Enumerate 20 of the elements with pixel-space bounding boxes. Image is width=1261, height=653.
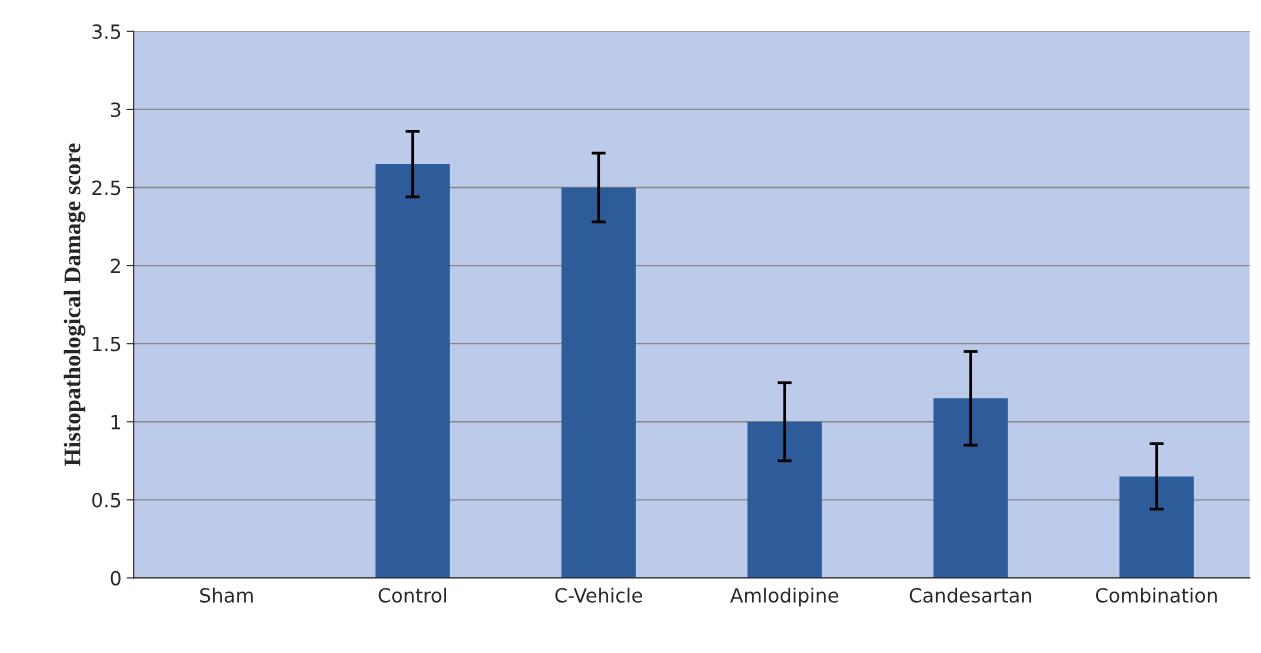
- bar: [375, 164, 450, 578]
- bar: [561, 187, 636, 578]
- bar: [747, 421, 822, 578]
- y-tick-label: 1: [111, 414, 121, 430]
- y-tick-label: 0.5: [92, 492, 121, 508]
- y-axis-title: Histopathological Damage score: [63, 143, 86, 466]
- y-tick-label: 3: [110, 102, 121, 118]
- bar: [933, 398, 1008, 578]
- y-tick-label: 2.5: [92, 180, 121, 196]
- x-tick-label: C-Vehicle: [555, 587, 643, 603]
- x-tick-label: Sham: [200, 587, 253, 603]
- y-tick-label: 2: [110, 258, 120, 273]
- y-tick-label: 3.5: [92, 24, 121, 40]
- x-tick-label: Candesartan: [909, 587, 1032, 603]
- x-tick-label: Amlodipine: [730, 587, 839, 607]
- bar: [1119, 476, 1194, 578]
- x-tick-label: Control: [378, 587, 446, 603]
- x-tick-label: Combination: [1095, 587, 1217, 603]
- y-tick-label: 0: [110, 570, 121, 586]
- y-tick-label: 1.5: [93, 336, 121, 352]
